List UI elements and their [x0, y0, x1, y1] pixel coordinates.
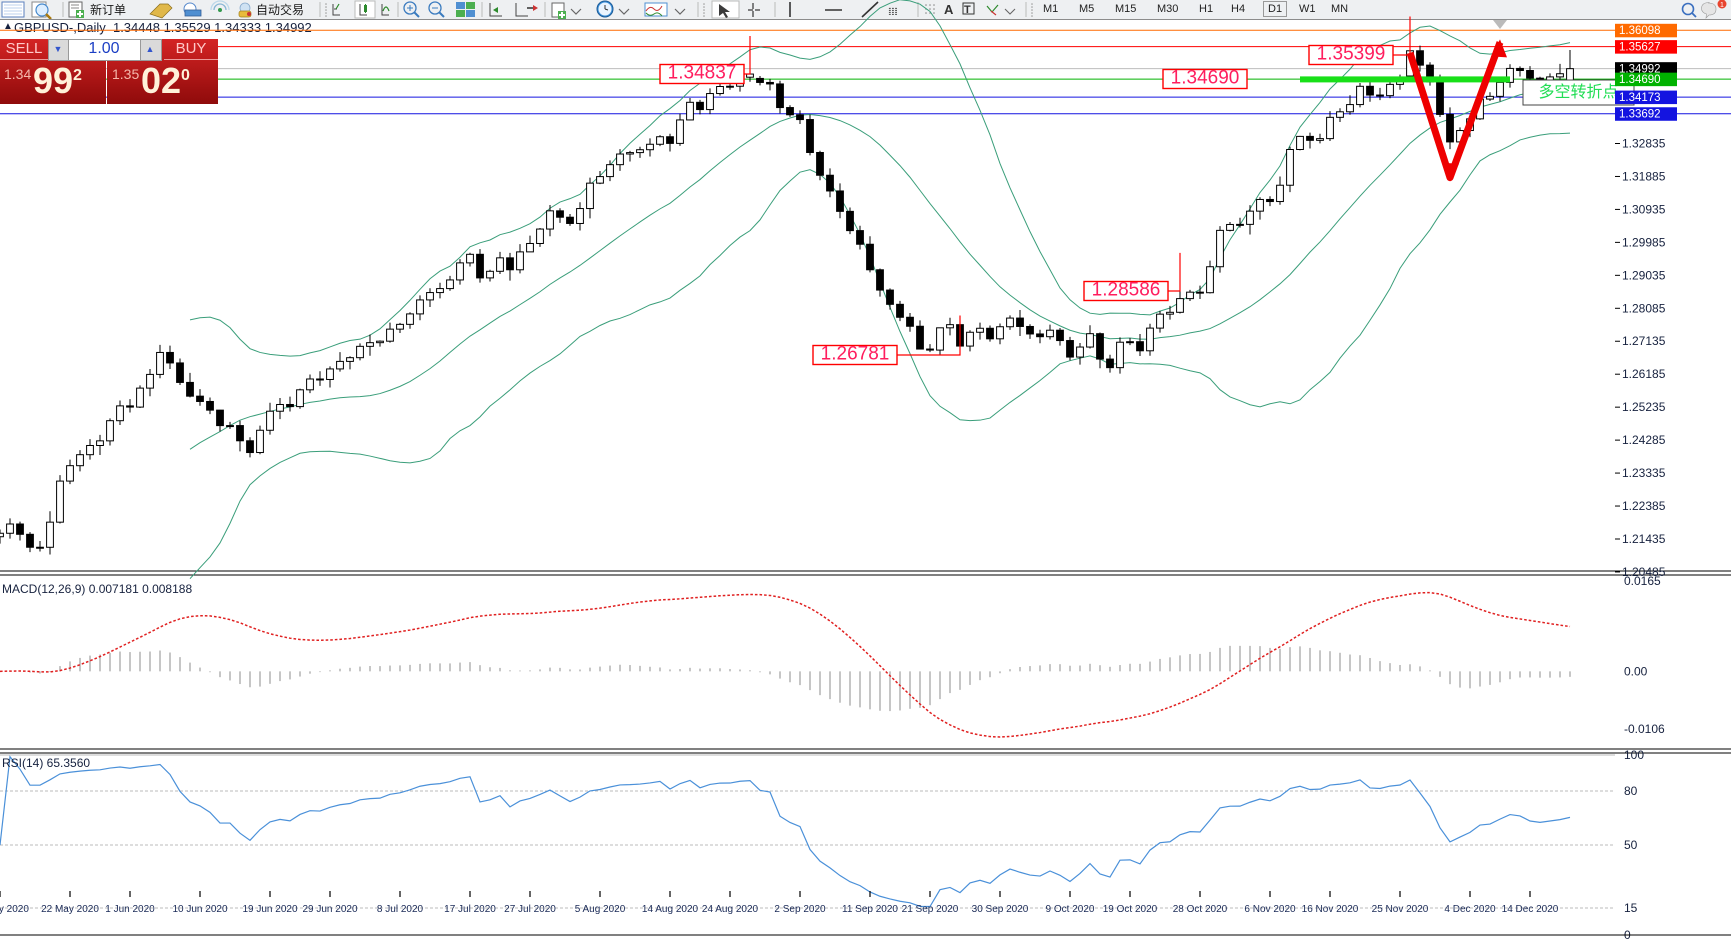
svg-text:4 Dec 2020: 4 Dec 2020 — [1444, 904, 1496, 915]
svg-text:MACD(12,26,9) 0.007181 0.00818: MACD(12,26,9) 0.007181 0.008188 — [2, 582, 192, 596]
svg-text:6 Nov 2020: 6 Nov 2020 — [1244, 904, 1296, 915]
svg-text:11 Sep 2020: 11 Sep 2020 — [842, 904, 898, 915]
svg-text:5 Aug 2020: 5 Aug 2020 — [575, 904, 626, 915]
svg-text:19 Oct 2020: 19 Oct 2020 — [1103, 904, 1158, 915]
svg-text:-0.0106: -0.0106 — [1624, 722, 1665, 736]
svg-text:1.36098: 1.36098 — [1619, 25, 1661, 37]
svg-text:15: 15 — [1624, 901, 1638, 915]
svg-text:2 Sep 2020: 2 Sep 2020 — [774, 904, 826, 915]
svg-text:80: 80 — [1624, 784, 1638, 798]
svg-text:14 Dec 2020: 14 Dec 2020 — [1502, 904, 1559, 915]
svg-text:17 Jul 2020: 17 Jul 2020 — [444, 904, 496, 915]
svg-text:27 Jul 2020: 27 Jul 2020 — [504, 904, 556, 915]
svg-text:RSI(14) 65.3560: RSI(14) 65.3560 — [2, 756, 90, 770]
svg-text:9 Oct 2020: 9 Oct 2020 — [1046, 904, 1095, 915]
svg-text:0.00: 0.00 — [1624, 664, 1648, 678]
svg-text:28 Oct 2020: 28 Oct 2020 — [1173, 904, 1228, 915]
svg-text:8 Jul 2020: 8 Jul 2020 — [377, 904, 424, 915]
svg-text:13 May 2020: 13 May 2020 — [0, 904, 29, 915]
svg-text:100: 100 — [1624, 748, 1644, 762]
svg-text:16 Nov 2020: 16 Nov 2020 — [1302, 904, 1359, 915]
svg-text:30 Sep 2020: 30 Sep 2020 — [972, 904, 1029, 915]
svg-text:0.0165: 0.0165 — [1624, 574, 1661, 588]
svg-text:0: 0 — [1624, 928, 1631, 939]
svg-text:19 Jun 2020: 19 Jun 2020 — [242, 904, 297, 915]
svg-text:24 Aug 2020: 24 Aug 2020 — [702, 904, 759, 915]
svg-text:14 Aug 2020: 14 Aug 2020 — [642, 904, 699, 915]
svg-text:1 Jun 2020: 1 Jun 2020 — [105, 904, 155, 915]
svg-text:22 May 2020: 22 May 2020 — [41, 904, 99, 915]
svg-text:50: 50 — [1624, 838, 1638, 852]
svg-text:29 Jun 2020: 29 Jun 2020 — [302, 904, 357, 915]
svg-text:21 Sep 2020: 21 Sep 2020 — [902, 904, 959, 915]
svg-text:10 Jun 2020: 10 Jun 2020 — [172, 904, 227, 915]
svg-text:1: 1 — [1720, 2, 1724, 9]
svg-text:25 Nov 2020: 25 Nov 2020 — [1372, 904, 1429, 915]
